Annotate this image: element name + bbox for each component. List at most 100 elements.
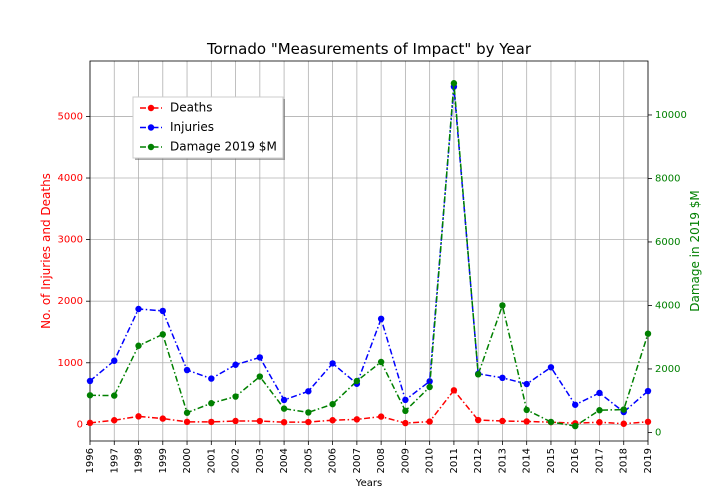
point-deaths bbox=[523, 418, 530, 425]
x-tick-label: 2016 bbox=[570, 448, 581, 473]
point-injuries bbox=[402, 396, 409, 404]
x-tick-label: 2014 bbox=[522, 448, 533, 473]
series-line-deaths bbox=[89, 389, 649, 425]
y-right-tick-label: 0 bbox=[655, 427, 661, 438]
y-left-tick-label: 2000 bbox=[58, 296, 83, 307]
point-damage-2019-m bbox=[159, 331, 166, 338]
point-damage-2019-m bbox=[280, 405, 288, 412]
point-damage-2019-m bbox=[183, 409, 191, 416]
point-injuries bbox=[426, 378, 433, 385]
x-tick-label: 1999 bbox=[158, 448, 169, 473]
x-tick-label: 2004 bbox=[279, 448, 290, 473]
x-tick-label: 2007 bbox=[352, 448, 363, 473]
point-damage-2019-m bbox=[596, 407, 603, 414]
x-tick-label: 2008 bbox=[376, 448, 387, 473]
series-line-injuries bbox=[89, 86, 649, 413]
legend-label-deaths: Deaths bbox=[170, 101, 213, 115]
point-injuries bbox=[159, 307, 166, 315]
x-tick-label: 2017 bbox=[594, 448, 605, 473]
chart-title: Tornado "Measurements of Impact" by Year bbox=[206, 40, 532, 58]
x-tick-label: 2011 bbox=[449, 448, 460, 473]
y-left-tick-label: 1000 bbox=[58, 358, 83, 369]
axes-layer: 1996 1997 1998 1999 2000 2001 2002 2003 2004 2005… bbox=[58, 60, 687, 473]
y-left-tick-label: 3000 bbox=[58, 235, 83, 246]
point-injuries bbox=[232, 361, 239, 368]
point-deaths bbox=[596, 419, 603, 426]
series-layer bbox=[86, 80, 652, 430]
point-injuries bbox=[644, 387, 652, 395]
legend-label-injuries: Injuries bbox=[170, 120, 214, 134]
legend-marker-damage-2019-m bbox=[147, 143, 155, 151]
point-damage-2019-m bbox=[329, 400, 336, 408]
point-deaths bbox=[353, 416, 361, 423]
point-injuries bbox=[135, 305, 142, 313]
point-injuries bbox=[377, 315, 385, 323]
x-tick-label: 2015 bbox=[546, 448, 557, 473]
point-injuries bbox=[305, 388, 312, 395]
point-deaths bbox=[111, 417, 118, 424]
y-left-tick-label: 4000 bbox=[58, 173, 83, 184]
x-tick-label: 2001 bbox=[206, 448, 217, 473]
point-deaths bbox=[329, 417, 336, 424]
point-damage-2019-m bbox=[450, 80, 458, 87]
x-tick-label: 2012 bbox=[473, 448, 484, 473]
point-deaths bbox=[208, 418, 215, 426]
y-right-tick-label: 4000 bbox=[655, 300, 680, 311]
x-tick-label: 1998 bbox=[134, 448, 145, 473]
x-tick-label: 2013 bbox=[497, 448, 508, 473]
x-tick-label: 2006 bbox=[328, 448, 339, 473]
x-axis-label: Years bbox=[355, 478, 382, 489]
point-deaths bbox=[450, 387, 458, 394]
point-damage-2019-m bbox=[402, 407, 409, 415]
y-right-tick-label: 6000 bbox=[655, 237, 680, 248]
point-deaths bbox=[256, 417, 264, 425]
point-damage-2019-m bbox=[208, 400, 215, 407]
point-damage-2019-m bbox=[232, 393, 239, 400]
point-damage-2019-m bbox=[256, 373, 264, 380]
point-damage-2019-m bbox=[86, 392, 94, 399]
point-injuries bbox=[523, 380, 530, 388]
point-injuries bbox=[499, 374, 506, 382]
y-right-tick-label: 10000 bbox=[655, 110, 687, 121]
legend-marker-deaths bbox=[147, 104, 155, 112]
point-damage-2019-m bbox=[111, 392, 118, 399]
x-tick-label: 2002 bbox=[231, 448, 242, 473]
x-tick-label: 1997 bbox=[109, 448, 120, 473]
point-damage-2019-m bbox=[523, 406, 530, 414]
point-damage-2019-m bbox=[426, 383, 433, 391]
point-deaths bbox=[377, 413, 385, 420]
point-deaths bbox=[474, 416, 482, 424]
x-tick-label: 2000 bbox=[182, 448, 193, 473]
point-deaths bbox=[232, 417, 239, 425]
point-damage-2019-m bbox=[620, 406, 627, 413]
y-left-tick-label: 0 bbox=[77, 419, 83, 430]
y-axis-right-label: Damage in 2019 $M bbox=[688, 190, 702, 312]
point-deaths bbox=[159, 415, 166, 422]
point-injuries bbox=[208, 375, 215, 382]
y-right-tick-label: 8000 bbox=[655, 173, 680, 184]
point-deaths bbox=[86, 419, 94, 427]
x-tick-label: 2005 bbox=[303, 448, 314, 473]
point-injuries bbox=[183, 366, 191, 374]
point-injuries bbox=[256, 354, 264, 361]
point-damage-2019-m bbox=[353, 377, 361, 385]
point-damage-2019-m bbox=[135, 342, 142, 349]
point-damage-2019-m bbox=[644, 330, 652, 337]
y-axis-left-label: No. of Injuries and Deaths bbox=[39, 173, 53, 329]
point-damage-2019-m bbox=[572, 422, 579, 430]
point-deaths bbox=[426, 418, 433, 425]
point-damage-2019-m bbox=[547, 418, 555, 426]
x-tick-label: 2018 bbox=[619, 448, 630, 473]
x-tick-label: 2010 bbox=[425, 448, 436, 473]
point-deaths bbox=[620, 420, 627, 427]
point-deaths bbox=[499, 417, 506, 425]
point-damage-2019-m bbox=[305, 409, 312, 416]
x-tick-label: 2009 bbox=[400, 448, 411, 473]
point-injuries bbox=[111, 357, 118, 364]
point-injuries bbox=[572, 401, 579, 408]
point-deaths bbox=[305, 418, 312, 426]
legend: Deaths Injuries Damage 2019 $M bbox=[132, 96, 285, 160]
point-deaths bbox=[280, 419, 288, 426]
point-damage-2019-m bbox=[474, 371, 482, 378]
